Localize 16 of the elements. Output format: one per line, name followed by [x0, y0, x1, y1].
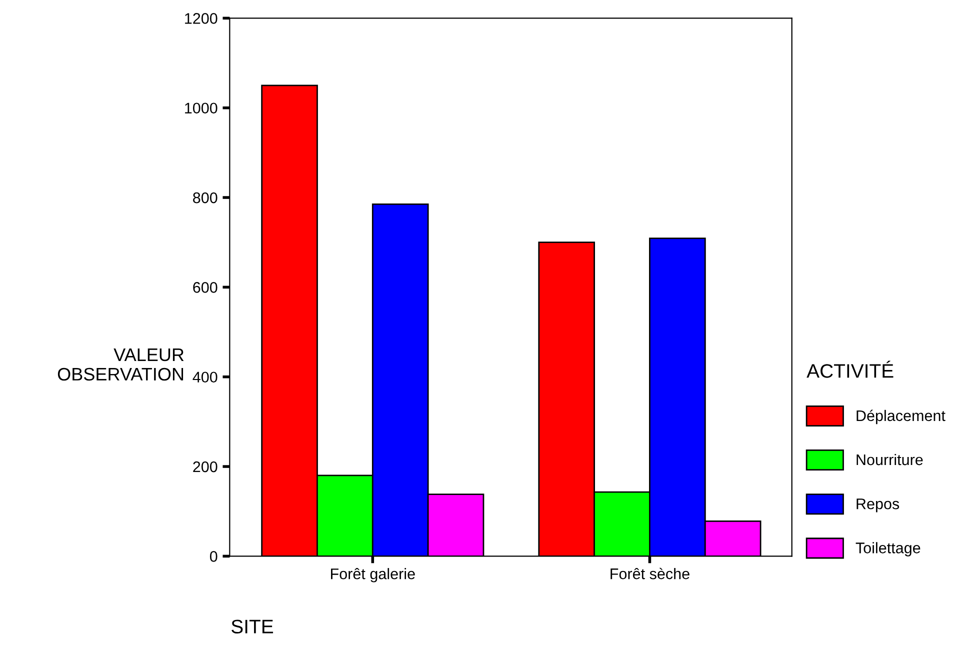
y-tick-label: 800: [193, 192, 218, 204]
x-tick-label: Forêt galerie: [331, 568, 415, 582]
legend-label: Nourriture: [856, 454, 923, 466]
y-tick-label: 1000: [185, 102, 218, 114]
y-tick-label: 200: [193, 461, 218, 472]
x-tick-label: Forêt sèche: [610, 568, 690, 580]
x-axis-title: SITE: [232, 620, 274, 634]
y-axis-title: VALEUR OBSERVATION: [58, 348, 184, 381]
legend-title: ACTIVITÉ: [806, 360, 894, 378]
legend-label: Toilettage: [856, 542, 920, 556]
y-tick-label: 1200: [185, 13, 218, 24]
legend-label: Repos: [856, 498, 900, 512]
legend-label: Déplacement: [856, 410, 946, 424]
y-tick-label: 600: [193, 282, 218, 293]
y-tick-label: 400: [192, 372, 218, 383]
y-tick-label: 0: [210, 551, 218, 562]
